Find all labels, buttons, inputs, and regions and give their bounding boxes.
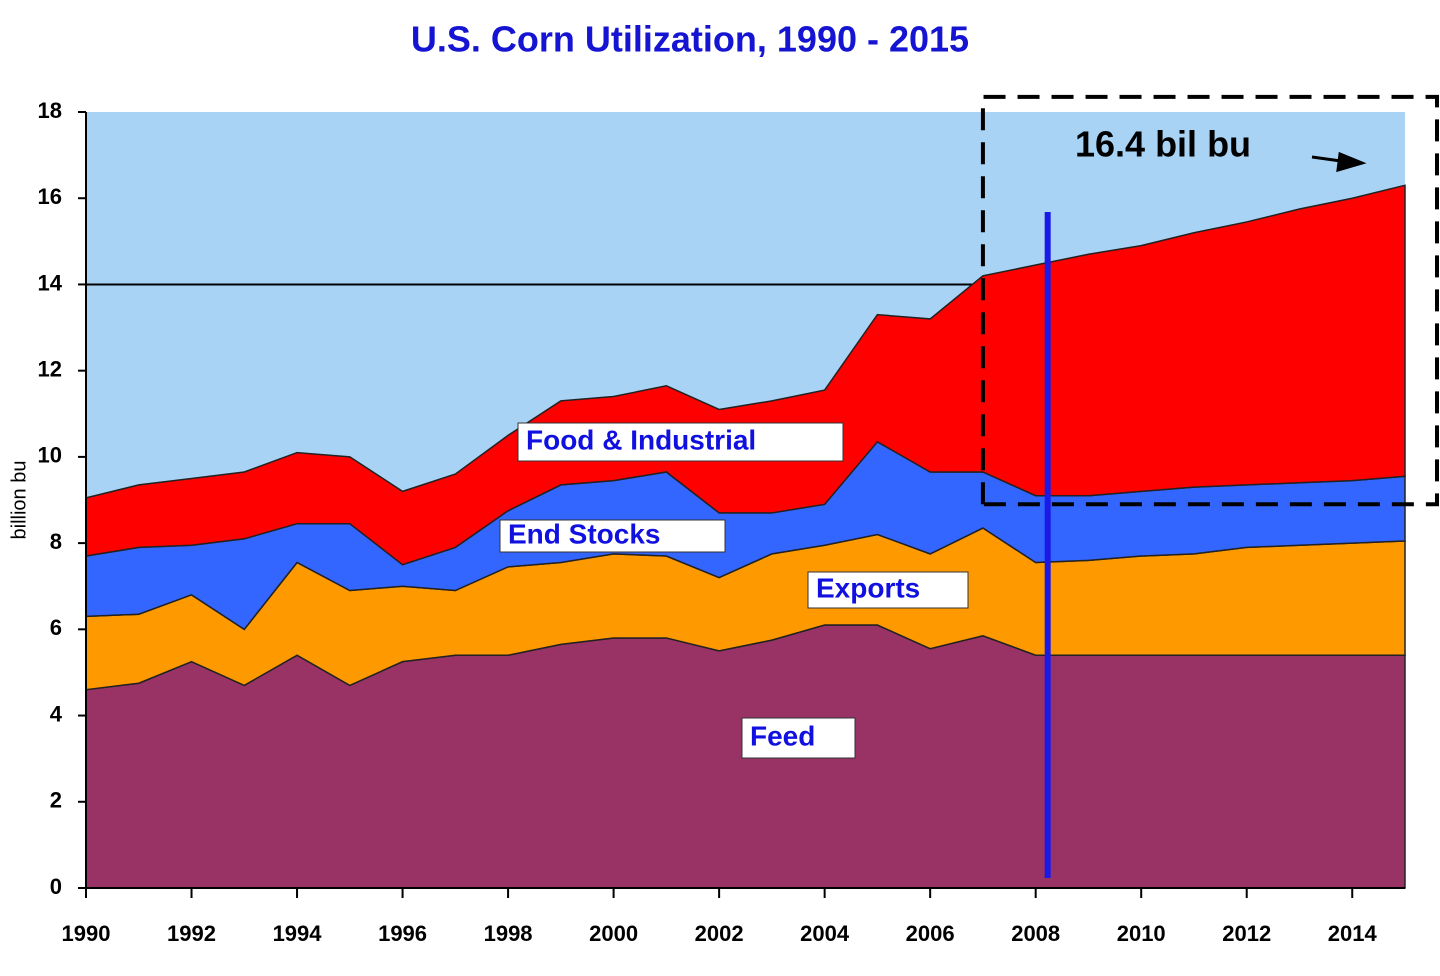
y-tick-label: 6 — [50, 615, 62, 640]
legend-label: Feed — [750, 720, 815, 751]
x-tick-label: 2008 — [1011, 921, 1060, 946]
y-tick-label: 16 — [38, 184, 62, 209]
legend-box — [499, 519, 726, 553]
legend-box — [517, 422, 844, 462]
legend-label: End Stocks — [508, 518, 660, 549]
highlight-box — [980, 94, 1439, 507]
x-tick-label: 2000 — [589, 921, 638, 946]
area — [85, 184, 1406, 566]
x-tick-label: 1990 — [62, 921, 111, 946]
y-tick-label: 0 — [50, 874, 62, 899]
x-tick-label: 1992 — [167, 921, 216, 946]
x-tick-label: 2006 — [906, 921, 955, 946]
y-tick-label: 12 — [38, 356, 62, 381]
x-tick-label: 2004 — [800, 921, 850, 946]
x-tick-label: 1998 — [484, 921, 533, 946]
legend-label: Food & Industrial — [526, 424, 756, 455]
legend-box — [807, 571, 969, 609]
y-tick-label: 18 — [38, 98, 62, 123]
x-tick-label: 2010 — [1117, 921, 1166, 946]
x-tick-label: 1996 — [378, 921, 427, 946]
y-tick-label: 14 — [38, 270, 63, 295]
y-axis-label: billion bu — [8, 461, 30, 540]
x-tick-label: 2014 — [1328, 921, 1378, 946]
annotation-arrow — [1311, 151, 1367, 173]
y-tick-label: 10 — [38, 443, 62, 468]
x-tick-label: 1994 — [273, 921, 323, 946]
y-tick-label: 8 — [50, 529, 62, 554]
legend-label: Exports — [816, 572, 920, 603]
legend-box — [741, 717, 856, 759]
y-tick-label: 4 — [50, 701, 63, 726]
y-tick-label: 2 — [50, 788, 62, 813]
annotation: 16.4 bil bu — [1075, 124, 1251, 165]
x-tick-label: 2012 — [1222, 921, 1271, 946]
x-tick-label: 2002 — [695, 921, 744, 946]
chart-title: U.S. Corn Utilization, 1990 - 2015 — [411, 19, 969, 60]
